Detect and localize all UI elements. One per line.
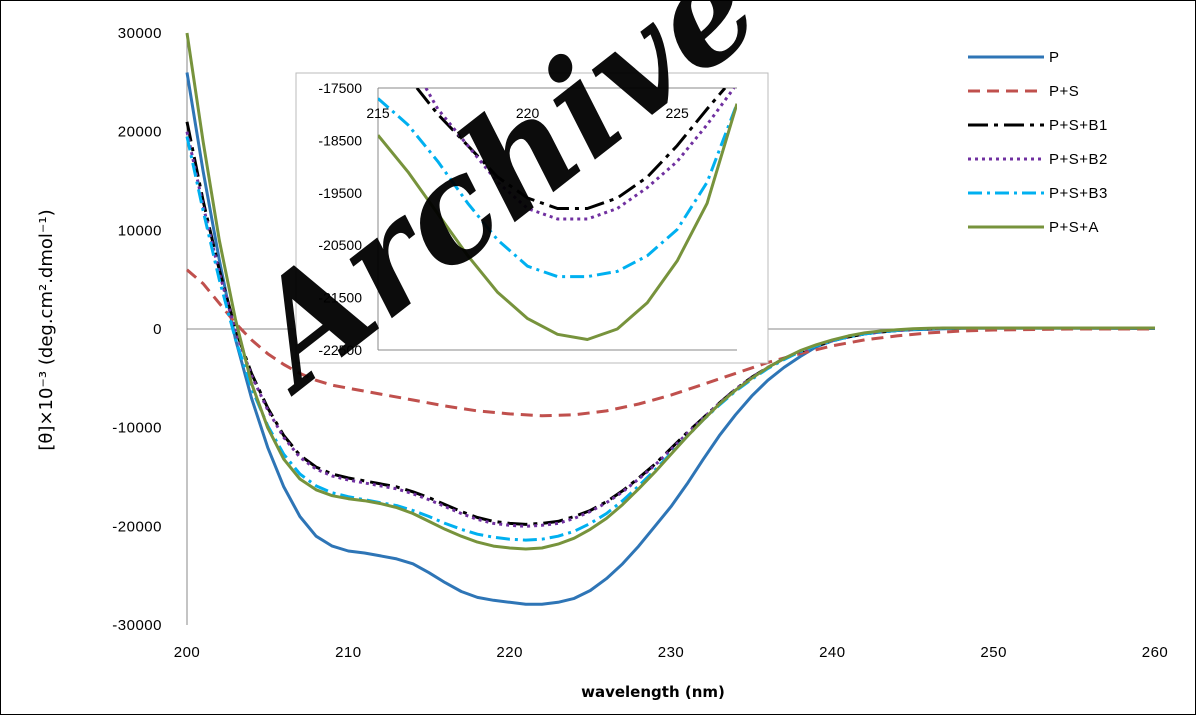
inset-series-line-p-s-b3 [378,97,737,279]
legend-label: P+S+B3 [1049,185,1108,202]
inset-series-line-p-s-a [378,103,737,341]
legend-label: P+S [1049,83,1079,100]
y-tick-label: -20000 [112,518,162,535]
x-tick-label: 210 [335,644,362,661]
y-tick-label: -30000 [112,617,162,634]
x-tick-label: 260 [1142,644,1169,661]
inset-chart: -17500 -18500 -19500 -20500 -21500 -22500 215 2… [295,72,769,364]
legend-label: P+S+A [1049,219,1099,236]
series-line-p-s-a [185,32,1155,551]
inset-x-tick-label: 215 [366,105,390,121]
inset-y-tick-label: -17500 [318,80,362,96]
inset-y-tick-label: -19500 [318,185,362,201]
x-tick-label: 230 [658,644,685,661]
x-tick-label: 240 [819,644,846,661]
series-line-p-s-b3 [185,136,1155,542]
y-tick-label: 0 [153,321,162,338]
y-tick-labels: 30000 20000 10000 0 -10000 -20000 -30000 [112,25,162,634]
inset-y-tick-label: -20500 [318,237,362,253]
inset-x-tick-label: 225 [665,105,689,121]
inset-box [295,72,769,364]
y-tick-label: -10000 [112,420,162,437]
inset-y-tick-label: -22500 [318,342,362,358]
x-tick-label: 200 [174,644,201,661]
series-line-p-s [186,268,1155,418]
inset-y-tick-label: -21500 [318,290,362,306]
inset-series-line-p-s-b2 [424,88,736,221]
legend-label: P+S+B1 [1049,117,1108,134]
legend-label: P+S+B2 [1049,151,1108,168]
inset-y-tick-label: -18500 [318,132,362,148]
series-line-p-s-b2 [185,131,1155,528]
main-series-lines [185,32,1156,606]
x-tick-labels: 200 210 220 230 240 250 260 [174,644,1169,661]
legend: P P+S P+S+B1 P+S+B2 P+S+B3 P+S+A [968,49,1108,236]
x-tick-label: 250 [980,644,1007,661]
y-tick-label: 20000 [118,124,162,141]
y-axis-label: [θ]×10⁻³ (deg.cm².dmol⁻¹) [36,209,57,450]
inset-series-line-p-s-b1 [415,88,727,210]
x-axis-label: wavelength (nm) [581,683,725,701]
y-tick-label: 30000 [118,25,162,42]
y-tick-label: 10000 [118,222,162,239]
inset-x-tick-label: 220 [516,105,540,121]
legend-label: P [1049,49,1060,66]
x-tick-label: 220 [496,644,523,661]
